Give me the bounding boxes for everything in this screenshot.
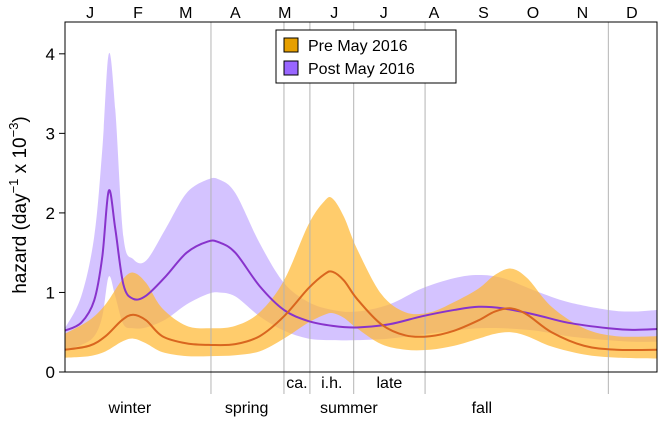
band-post-may-2016 bbox=[65, 52, 657, 350]
legend-label-post-may-2016: Post May 2016 bbox=[308, 61, 415, 78]
band-pre-may-2016 bbox=[65, 197, 657, 359]
legend-swatch-post-may-2016 bbox=[283, 60, 299, 76]
y-axis: 0 1 2 3 4 bbox=[46, 45, 65, 382]
month-label: A bbox=[429, 5, 440, 22]
line-pre-may-2016 bbox=[64, 270, 658, 352]
season-label: winter bbox=[108, 400, 152, 417]
season-label: spring bbox=[225, 400, 269, 417]
season-label: fall bbox=[472, 400, 492, 417]
legend-swatch-pre-may-2016 bbox=[283, 37, 299, 53]
y-tick-label: 3 bbox=[46, 124, 55, 143]
month-label: J bbox=[380, 5, 388, 22]
y-axis-label: hazard (day−1 x 10−3) bbox=[6, 116, 31, 294]
season-axis: ca. i.h. late winter spring summer fall bbox=[108, 375, 493, 417]
month-label: D bbox=[626, 5, 638, 22]
legend: Pre May 2016 Post May 2016 bbox=[275, 29, 457, 84]
subseason-label: late bbox=[376, 375, 402, 392]
plot-frame bbox=[64, 21, 658, 373]
y-tick-label: 1 bbox=[46, 283, 55, 302]
y-tick-label: 2 bbox=[46, 204, 55, 223]
month-label: N bbox=[577, 5, 589, 22]
month-label: M bbox=[278, 5, 291, 22]
month-label: F bbox=[133, 5, 143, 22]
y-tick-label: 4 bbox=[46, 45, 55, 64]
series-lines bbox=[64, 189, 658, 352]
month-label: M bbox=[179, 5, 192, 22]
month-label: J bbox=[86, 5, 94, 22]
month-label: J bbox=[330, 5, 338, 22]
subseason-label: ca. bbox=[286, 375, 307, 392]
season-label: summer bbox=[320, 400, 378, 417]
confidence-bands bbox=[65, 52, 657, 359]
legend-label-pre-may-2016: Pre May 2016 bbox=[308, 38, 408, 55]
month-label: A bbox=[230, 5, 241, 22]
month-label: O bbox=[527, 5, 539, 22]
y-tick-label: 0 bbox=[46, 363, 55, 382]
subseason-label: i.h. bbox=[321, 375, 342, 392]
legend-box bbox=[275, 29, 457, 84]
season-boundary-lines bbox=[210, 22, 609, 394]
line-post-may-2016 bbox=[64, 189, 658, 332]
month-label: S bbox=[478, 5, 489, 22]
